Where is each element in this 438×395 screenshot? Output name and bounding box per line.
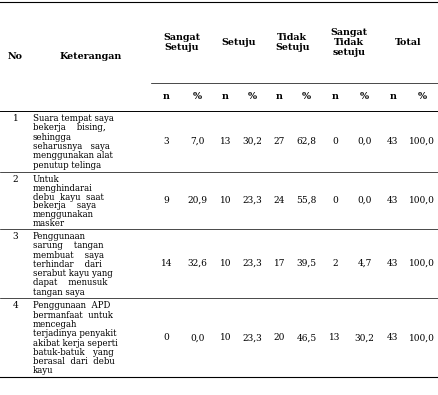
Text: 10: 10 xyxy=(220,333,231,342)
Text: penutup telinga: penutup telinga xyxy=(33,161,101,170)
Text: %: % xyxy=(193,92,201,101)
Text: 43: 43 xyxy=(387,137,398,146)
Text: 30,2: 30,2 xyxy=(355,333,374,342)
Text: 0,0: 0,0 xyxy=(357,137,372,146)
Text: n: n xyxy=(276,92,283,101)
Text: Total: Total xyxy=(395,38,422,47)
Text: bermanfaat  untuk: bermanfaat untuk xyxy=(33,311,113,320)
Text: %: % xyxy=(302,92,311,101)
Text: seharusnya   saya: seharusnya saya xyxy=(33,142,110,151)
Text: 55,8: 55,8 xyxy=(297,196,317,205)
Text: 100,0: 100,0 xyxy=(409,196,435,205)
Text: 0: 0 xyxy=(332,137,338,146)
Text: bekerja    bising,: bekerja bising, xyxy=(33,123,106,132)
Text: n: n xyxy=(332,92,339,101)
Text: 43: 43 xyxy=(387,333,398,342)
Text: 23,3: 23,3 xyxy=(242,333,262,342)
Text: 13: 13 xyxy=(329,333,341,342)
Text: 17: 17 xyxy=(273,259,285,268)
Text: mencegah: mencegah xyxy=(33,320,77,329)
Text: 32,6: 32,6 xyxy=(187,259,207,268)
Text: 46,5: 46,5 xyxy=(297,333,317,342)
Text: Penggunaan  APD: Penggunaan APD xyxy=(33,301,110,310)
Text: Suara tempat saya: Suara tempat saya xyxy=(33,114,114,123)
Text: %: % xyxy=(418,92,427,101)
Text: 2: 2 xyxy=(13,175,18,184)
Text: 2: 2 xyxy=(332,259,338,268)
Text: akibat kerja seperti: akibat kerja seperti xyxy=(33,339,117,348)
Text: 23,3: 23,3 xyxy=(242,259,262,268)
Text: 4: 4 xyxy=(12,301,18,310)
Text: 0: 0 xyxy=(163,333,170,342)
Text: 20: 20 xyxy=(274,333,285,342)
Text: berasal  dari  debu: berasal dari debu xyxy=(33,357,115,366)
Text: Untuk: Untuk xyxy=(33,175,60,184)
Text: n: n xyxy=(222,92,229,101)
Text: 100,0: 100,0 xyxy=(409,137,435,146)
Text: terhindar    dari: terhindar dari xyxy=(33,260,102,269)
Text: bekerja    saya: bekerja saya xyxy=(33,201,96,211)
Text: menggunakan: menggunakan xyxy=(33,210,94,219)
Text: 10: 10 xyxy=(220,196,231,205)
Text: 27: 27 xyxy=(274,137,285,146)
Text: n: n xyxy=(389,92,396,101)
Text: 39,5: 39,5 xyxy=(297,259,317,268)
Text: batuk-batuk   yang: batuk-batuk yang xyxy=(33,348,113,357)
Text: Setuju: Setuju xyxy=(222,38,256,47)
Text: menggunakan alat: menggunakan alat xyxy=(33,151,113,160)
Text: 43: 43 xyxy=(387,259,398,268)
Text: 3: 3 xyxy=(164,137,169,146)
Text: 3: 3 xyxy=(13,232,18,241)
Text: membuat    saya: membuat saya xyxy=(33,251,104,260)
Text: menghindarai: menghindarai xyxy=(33,184,92,193)
Text: %: % xyxy=(360,92,369,101)
Text: Sangat
Tidak
setuju: Sangat Tidak setuju xyxy=(331,28,368,57)
Text: debu  kayu  saat: debu kayu saat xyxy=(33,193,104,201)
Text: tangan saya: tangan saya xyxy=(33,288,85,297)
Text: n: n xyxy=(163,92,170,101)
Text: Keterangan: Keterangan xyxy=(60,52,122,61)
Text: 100,0: 100,0 xyxy=(409,259,435,268)
Text: kayu: kayu xyxy=(33,367,53,375)
Text: dapat    menusuk: dapat menusuk xyxy=(33,278,107,287)
Text: 1: 1 xyxy=(12,114,18,123)
Text: sarung    tangan: sarung tangan xyxy=(33,241,103,250)
Text: Sangat
Setuju: Sangat Setuju xyxy=(163,33,200,52)
Text: 14: 14 xyxy=(161,259,172,268)
Text: 0,0: 0,0 xyxy=(357,196,372,205)
Text: No: No xyxy=(8,52,23,61)
Text: 0,0: 0,0 xyxy=(190,333,204,342)
Text: %: % xyxy=(247,92,256,101)
Text: masker: masker xyxy=(33,219,65,228)
Text: Penggunaan: Penggunaan xyxy=(33,232,86,241)
Text: serabut kayu yang: serabut kayu yang xyxy=(33,269,113,278)
Text: 4,7: 4,7 xyxy=(357,259,372,268)
Text: 30,2: 30,2 xyxy=(242,137,262,146)
Text: 43: 43 xyxy=(387,196,398,205)
Text: 10: 10 xyxy=(220,259,231,268)
Text: 7,0: 7,0 xyxy=(190,137,204,146)
Text: 13: 13 xyxy=(220,137,231,146)
Text: 0: 0 xyxy=(332,196,338,205)
Text: sehingga: sehingga xyxy=(33,133,72,141)
Text: 100,0: 100,0 xyxy=(409,333,435,342)
Text: terjadinya penyakit: terjadinya penyakit xyxy=(33,329,117,338)
Text: 62,8: 62,8 xyxy=(297,137,317,146)
Text: 24: 24 xyxy=(274,196,285,205)
Text: Tidak
Setuju: Tidak Setuju xyxy=(275,33,310,52)
Text: 23,3: 23,3 xyxy=(242,196,262,205)
Text: 9: 9 xyxy=(163,196,170,205)
Text: 20,9: 20,9 xyxy=(187,196,207,205)
